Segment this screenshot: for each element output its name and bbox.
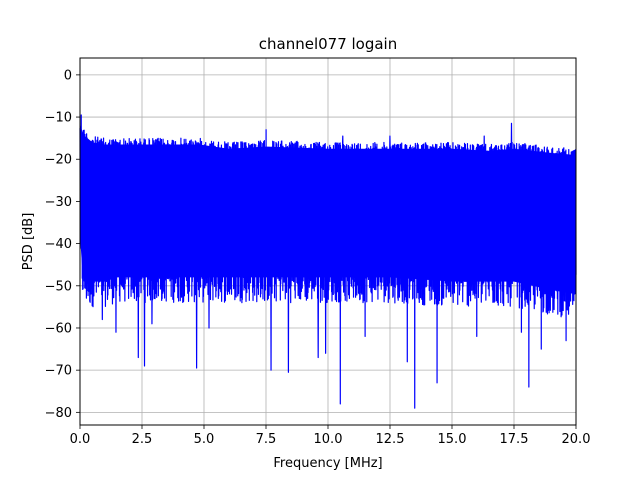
y-axis-label: PSD [dB] [21, 213, 36, 271]
y-tick-label: −20 [45, 153, 72, 168]
x-tick-label: 7.5 [256, 432, 277, 447]
y-tick-label: −10 [45, 111, 72, 126]
y-tick-label: −50 [45, 279, 72, 294]
series-psd [79, 114, 577, 409]
y-tick-label: −40 [45, 237, 72, 252]
x-tick-label: 2.5 [132, 432, 153, 447]
x-tick-label: 20.0 [562, 432, 591, 447]
y-tick-label: −70 [45, 364, 72, 379]
x-tick-label: 15.0 [438, 432, 467, 447]
x-tick-label: 0.0 [70, 432, 91, 447]
chart-title: channel077 logain [259, 35, 398, 53]
x-tick-label: 17.5 [500, 432, 529, 447]
ticks: 0.0 2.5 5.0 7.5 10.0 12.5 15.0 17.5 20.0 0 −10 −20 −… [45, 68, 591, 447]
x-axis-label: Frequency [MHz] [273, 456, 382, 471]
y-tick-label: 0 [64, 68, 72, 83]
x-tick-label: 10.0 [314, 432, 343, 447]
y-tick-label: −30 [45, 195, 72, 210]
y-tick-label: −60 [45, 321, 72, 336]
series-line [79, 114, 577, 409]
x-tick-label: 12.5 [376, 432, 405, 447]
y-tick-label: −80 [45, 406, 72, 421]
x-tick-label: 5.0 [194, 432, 215, 447]
